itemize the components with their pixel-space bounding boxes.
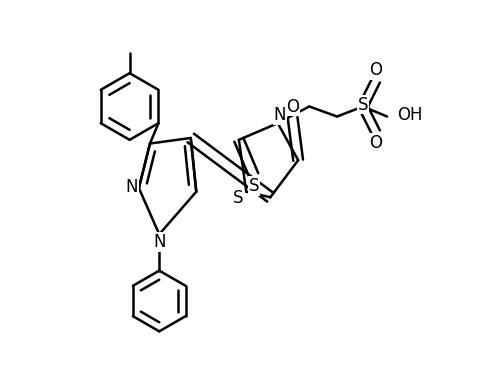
Text: N: N xyxy=(154,233,166,251)
Text: N: N xyxy=(125,178,138,196)
Text: O: O xyxy=(370,61,382,79)
Text: S: S xyxy=(233,190,243,208)
Text: O: O xyxy=(370,134,382,152)
Text: OH: OH xyxy=(397,106,422,124)
Text: O: O xyxy=(286,97,299,115)
Text: N: N xyxy=(274,106,286,124)
Text: S: S xyxy=(358,96,368,114)
Text: S: S xyxy=(248,177,259,195)
